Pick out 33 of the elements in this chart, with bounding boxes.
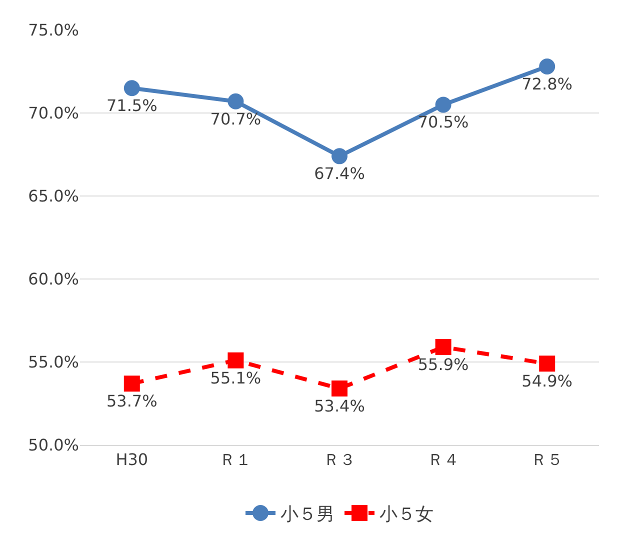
y-tick-label: 55.0% (28, 352, 79, 372)
point (435, 96, 452, 113)
legend-label: 小５男 (280, 504, 334, 526)
point (124, 80, 140, 96)
data-label: 70.7% (210, 109, 262, 128)
point (332, 148, 348, 164)
y-tick-label: 70.0% (28, 104, 79, 123)
data-label: 71.5% (106, 96, 158, 116)
data-label: 53.7% (106, 392, 158, 411)
point (332, 380, 348, 397)
x-tick-label: Ｒ４ (427, 450, 460, 470)
data-label: 54.9% (522, 372, 573, 391)
y-tick-label: 75.0% (28, 20, 79, 40)
data-label: 67.4% (314, 164, 365, 184)
data-label: 55.9% (418, 355, 469, 374)
point (539, 58, 556, 75)
point (124, 376, 140, 392)
point (435, 339, 452, 356)
x-tick-label: H30 (116, 450, 148, 470)
point (228, 93, 244, 110)
y-tick-label: 65.0% (28, 186, 79, 206)
data-label: 72.8% (522, 74, 573, 94)
x-tick-label: Ｒ１ (220, 450, 252, 470)
y-tick-label: 60.0% (28, 270, 79, 289)
point (228, 352, 244, 368)
data-label: 53.4% (314, 396, 365, 416)
x-tick-label: Ｒ５ (531, 450, 564, 470)
point (539, 356, 556, 372)
y-tick-label: 50.0% (28, 436, 79, 455)
data-label: 55.1% (210, 368, 262, 388)
data-label: 70.5% (418, 112, 469, 132)
legend-label: 小５女 (380, 504, 434, 526)
x-tick-label: Ｒ３ (324, 450, 356, 470)
